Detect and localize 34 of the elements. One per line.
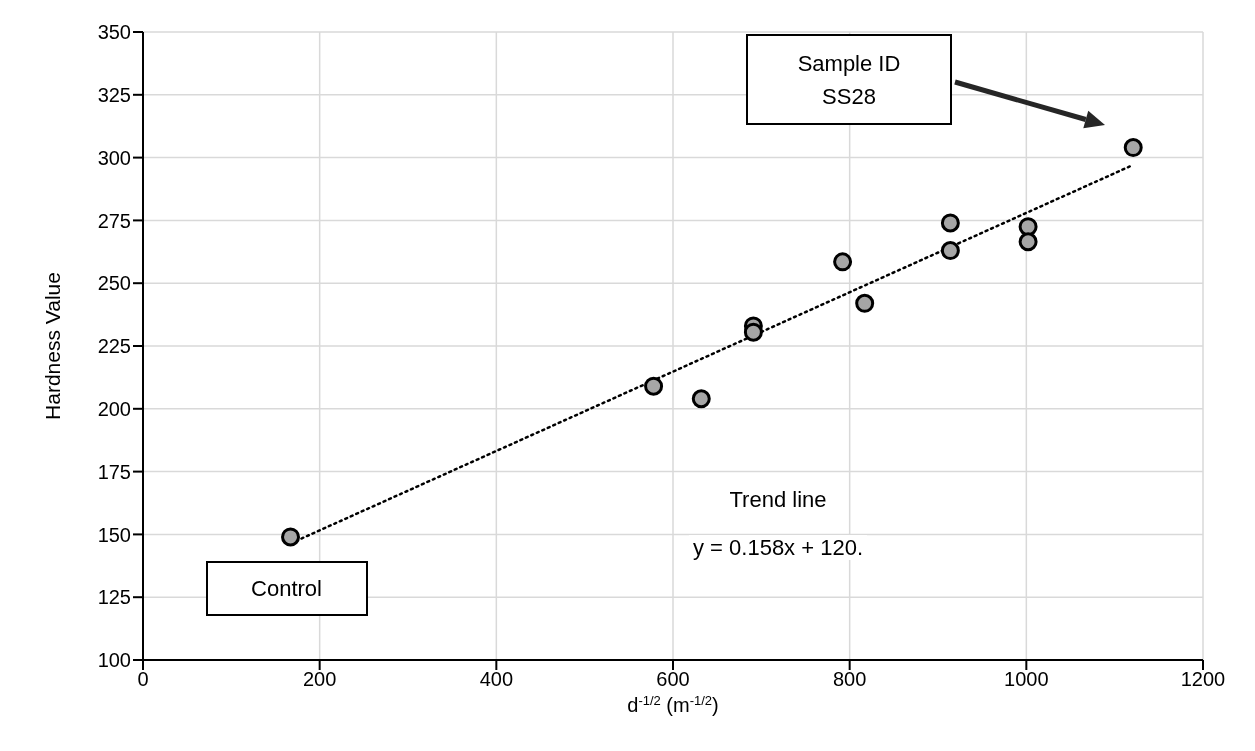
point [644,376,664,396]
point [940,213,960,233]
x-tick-label: 400 [479,668,514,691]
point [833,252,853,272]
y-tick-label: 350 [97,21,131,44]
x-tick-label: 1200 [1180,668,1226,691]
y-axis-title: Hardness Value [41,272,64,420]
y-tick-label: 150 [97,523,131,546]
x-tick-label: 800 [832,668,867,691]
y-tick-label: 100 [97,649,131,672]
y-tick-label: 325 [97,83,131,106]
y-tick-label: 300 [97,146,131,169]
point [743,322,763,342]
point [855,293,875,313]
x-tick-label: 1000 [1004,668,1049,691]
x-tick-label: 600 [656,668,690,691]
y-tick-label: 175 [97,460,131,483]
annotation: Trend line y = 0.158x + 120. [692,487,864,560]
annotation: Sample ID SS28 [797,49,901,111]
y-tick-label: 125 [97,586,131,609]
point [1018,232,1038,252]
y-tick-label: 250 [97,272,131,295]
x-axis-title: d$^{-1/2}$ (m$^{-1/2}$) [627,692,719,716]
point [940,241,960,261]
y-tick-label: 200 [97,397,131,420]
annotation: Control [251,574,322,603]
point [281,527,301,547]
y-tick-label: 225 [97,335,131,358]
x-tick-label: 0 [137,668,149,691]
x-tick-label: 200 [302,668,337,691]
y-tick-label: 275 [97,209,131,232]
point [1018,217,1038,237]
point [1123,138,1143,158]
point [691,389,711,409]
